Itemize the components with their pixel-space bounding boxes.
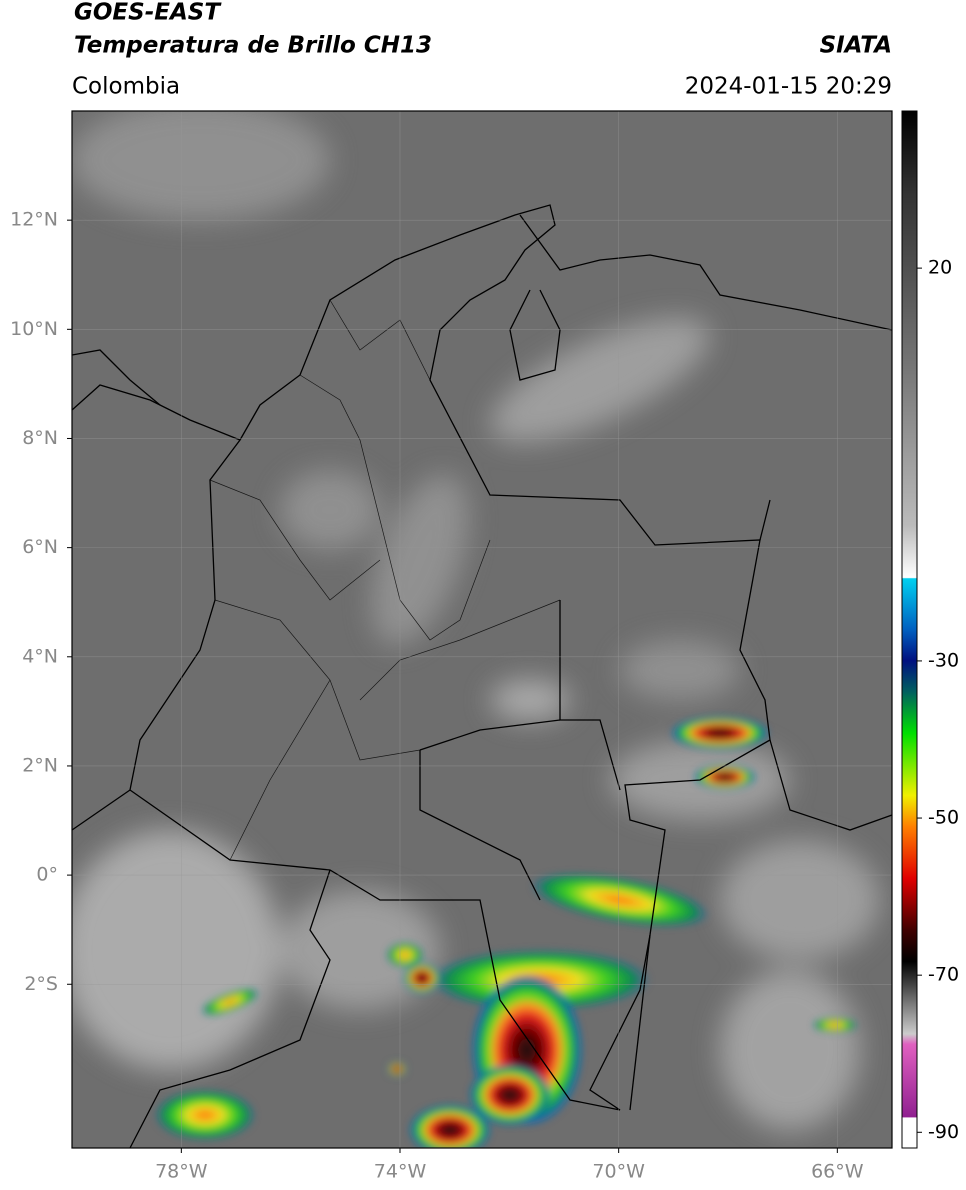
lat-tick-label: 12°N (10, 209, 58, 231)
colorbar-tick-label: -70 (928, 964, 959, 986)
source: SIATA (820, 33, 892, 59)
map-frame (71, 110, 893, 1149)
lon-tick-label: 70°W (592, 1161, 645, 1183)
satellite-image (72, 111, 892, 1148)
lat-tick-label: 10°N (10, 318, 58, 340)
timestamp: 2024-01-15 20:29 (685, 74, 892, 100)
lat-tick-label: 8°N (22, 427, 58, 449)
lat-tick-label: 2°S (24, 973, 58, 995)
product: Temperatura de Brillo CH13 (74, 33, 432, 59)
colorbar (901, 110, 918, 1149)
lon-tick-label: 74°W (374, 1161, 427, 1183)
lon-tick-label: 66°W (811, 1161, 864, 1183)
satellite: GOES-EAST (74, 0, 222, 26)
colorbar-tick-label: 20 (928, 257, 952, 279)
lat-tick-label: 4°N (22, 645, 58, 667)
lat-tick-label: 0° (36, 864, 58, 886)
borders (72, 204, 892, 1148)
colorbar-tick-label: -50 (928, 807, 959, 829)
colorbar-tick-label: -30 (928, 649, 959, 671)
lat-tick-label: 2°N (22, 754, 58, 776)
colorbar-tick-label: -90 (928, 1121, 959, 1143)
region: Colombia (72, 74, 180, 100)
lon-tick-label: 78°W (155, 1161, 208, 1183)
lat-tick-label: 6°N (22, 536, 58, 558)
grid (72, 111, 892, 1148)
